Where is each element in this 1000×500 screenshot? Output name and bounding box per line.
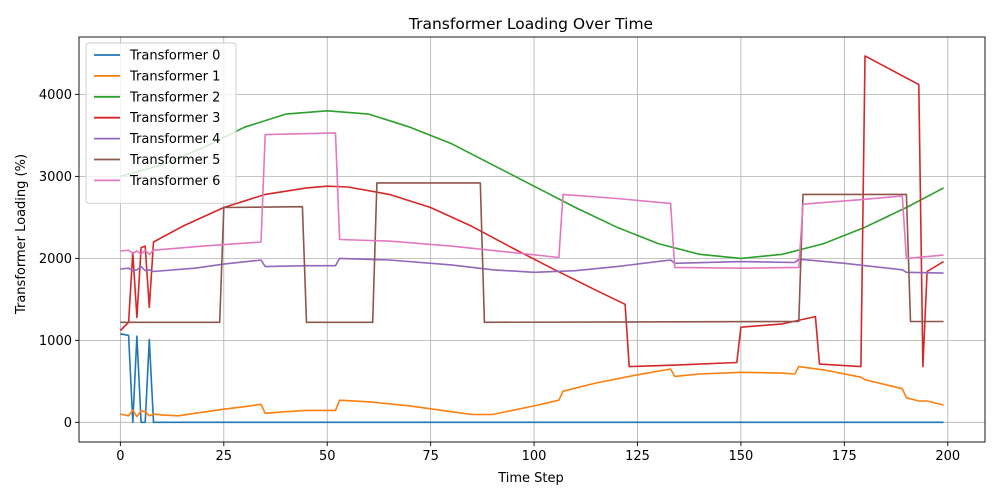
y-axis: 0 1000 2000 3000 4000 bbox=[39, 88, 79, 431]
series-line-transformer-1 bbox=[120, 365, 944, 418]
series-line-transformer-5 bbox=[120, 182, 944, 324]
x-tick-label: 175 bbox=[832, 449, 857, 464]
x-tick-label: 150 bbox=[729, 449, 754, 464]
legend-label: Transformer 5 bbox=[129, 153, 220, 168]
legend-box bbox=[85, 42, 237, 204]
y-tick-label: 2000 bbox=[39, 252, 72, 267]
x-tick-label: 50 bbox=[319, 449, 336, 464]
y-tick-label: 1000 bbox=[39, 334, 72, 349]
legend-label: Transformer 2 bbox=[129, 90, 220, 105]
series-line-transformer-3 bbox=[119, 55, 945, 368]
x-axis: 0 25 50 75 100 125 150 175 200 bbox=[116, 442, 960, 464]
plot-frame bbox=[78, 36, 986, 443]
x-tick-label: 0 bbox=[116, 449, 124, 464]
x-tick-label: 25 bbox=[216, 449, 233, 464]
chart-title: Transformer Loading Over Time bbox=[408, 15, 653, 33]
series-line-transformer-4 bbox=[120, 257, 944, 274]
series-line-transformer-0 bbox=[120, 333, 944, 424]
legend-label: Transformer 0 bbox=[129, 49, 220, 64]
legend-label: Transformer 1 bbox=[129, 69, 220, 84]
legend-label: Transformer 6 bbox=[129, 174, 220, 189]
y-tick-label: 3000 bbox=[39, 170, 72, 185]
legend: Transformer 0 Transformer 1 Transformer 2 T… bbox=[85, 42, 237, 204]
x-tick-label: 75 bbox=[422, 449, 439, 464]
y-tick-label: 0 bbox=[64, 416, 72, 431]
y-axis-label: Transformer Loading (%) bbox=[14, 154, 29, 315]
x-tick-label: 100 bbox=[522, 449, 547, 464]
series-line-transformer-2 bbox=[120, 110, 944, 260]
x-tick-label: 125 bbox=[625, 449, 650, 464]
y-tick-label: 4000 bbox=[39, 88, 72, 103]
series-line-transformer-6 bbox=[120, 132, 944, 269]
x-tick-label: 200 bbox=[935, 449, 960, 464]
x-axis-label: Time Step bbox=[497, 471, 564, 486]
series-lines bbox=[119, 55, 945, 424]
legend-label: Transformer 3 bbox=[129, 111, 220, 126]
legend-label: Transformer 4 bbox=[129, 132, 220, 147]
